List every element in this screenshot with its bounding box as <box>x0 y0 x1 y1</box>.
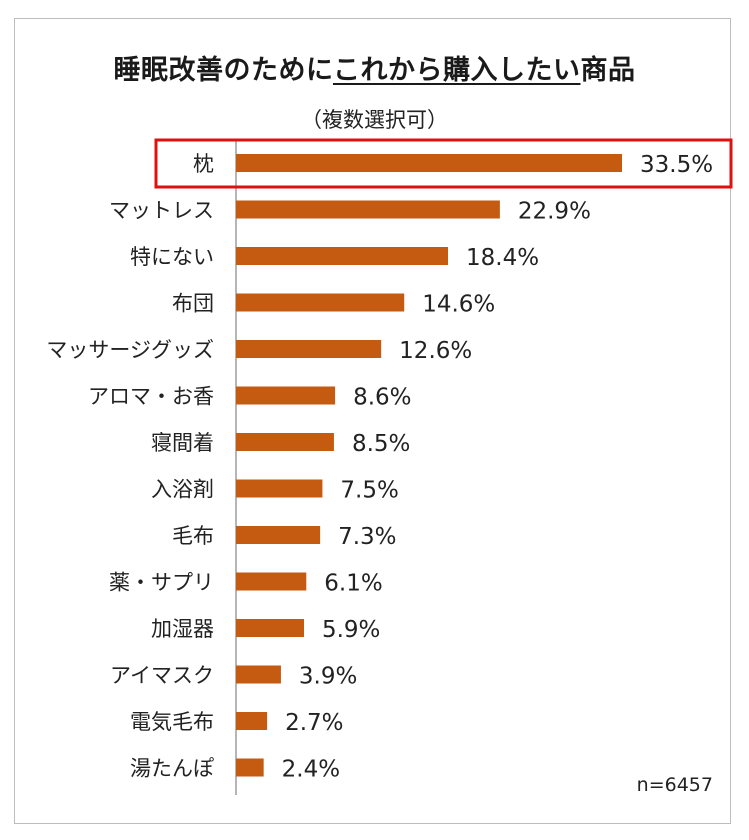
value-label: 7.3% <box>338 524 396 550</box>
category-label: 電気毛布 <box>130 710 214 734</box>
category-label: 薬・サプリ <box>109 571 214 595</box>
category-label: 寝間着 <box>151 431 214 455</box>
category-label: 毛布 <box>172 524 214 548</box>
value-label: 8.6% <box>353 385 411 411</box>
bar <box>236 154 622 172</box>
category-label: マッサージグッズ <box>46 338 214 362</box>
category-label: 枕 <box>193 152 214 176</box>
category-label: 特にない <box>130 245 214 269</box>
value-label: 2.4% <box>282 757 340 783</box>
value-label: 6.1% <box>324 571 382 597</box>
bar <box>236 712 268 730</box>
title-tail: 商品 <box>580 55 636 86</box>
bar <box>236 247 449 265</box>
bar <box>236 433 334 451</box>
value-label: 3.9% <box>299 664 357 690</box>
chart-title: 睡眠改善のためにこれから購入したい商品 <box>0 48 749 87</box>
chart-frame <box>14 18 731 824</box>
value-label: 5.9% <box>322 617 380 643</box>
value-label: 12.6% <box>399 338 472 364</box>
bar <box>236 526 321 544</box>
value-label: 22.9% <box>518 199 591 225</box>
bar <box>236 293 405 312</box>
highlight-box <box>154 138 733 189</box>
category-label: アロマ・お香 <box>88 385 214 409</box>
value-label: 33.5% <box>640 152 713 178</box>
category-label: 布団 <box>172 292 214 316</box>
sample-size-note: n=6457 <box>636 774 713 796</box>
category-label: マットレス <box>109 199 214 223</box>
title-main: 睡眠改善のために <box>113 55 333 86</box>
category-label: アイマスク <box>110 664 214 688</box>
bar <box>236 758 264 777</box>
value-label: 18.4% <box>466 245 539 271</box>
bar <box>236 619 304 637</box>
chart-subtitle: （複数選択可） <box>301 108 448 132</box>
category-label: 湯たんぽ <box>130 757 214 781</box>
bar <box>236 340 382 358</box>
value-label: 7.5% <box>340 478 398 504</box>
category-label: 加湿器 <box>151 617 214 641</box>
bar <box>236 386 336 405</box>
value-label: 2.7% <box>285 710 343 736</box>
bar <box>236 572 307 591</box>
bar <box>236 665 281 684</box>
bar <box>236 200 500 219</box>
value-label: 8.5% <box>352 431 410 457</box>
category-label: 入浴剤 <box>151 478 214 502</box>
title-underlined: これから購入したい <box>332 55 581 86</box>
value-label: 14.6% <box>422 292 495 318</box>
bar <box>236 479 323 498</box>
